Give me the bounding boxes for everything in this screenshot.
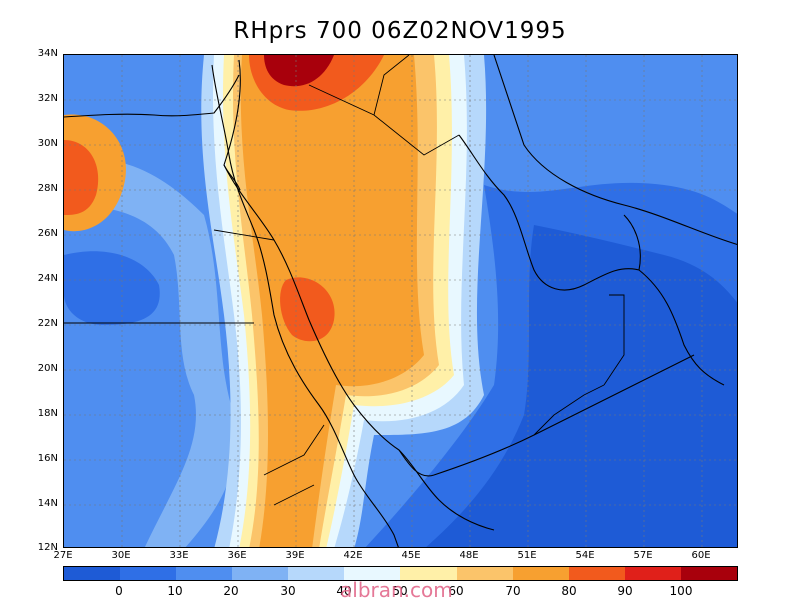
colorbar-tick-50: 50 xyxy=(392,584,408,598)
colorbar-tick-10: 10 xyxy=(167,584,183,598)
colorbar-tick-100: 100 xyxy=(669,584,693,598)
lon-label-27e: 27E xyxy=(53,550,73,561)
colorbar-segment-4 xyxy=(288,567,345,580)
lon-label-36e: 36E xyxy=(227,550,247,561)
colorbar-segment-5 xyxy=(344,567,401,580)
map-svg xyxy=(64,55,737,547)
lat-label-22n: 22N xyxy=(37,318,58,329)
colorbar-tick-70: 70 xyxy=(505,584,521,598)
lat-label-14n: 14N xyxy=(37,498,58,509)
colorbar-segment-9 xyxy=(568,567,625,580)
watermark-text: albran.com xyxy=(340,578,453,602)
humidity-map xyxy=(63,54,738,548)
field-left-10 xyxy=(64,251,160,325)
lon-label-51e: 51E xyxy=(517,550,537,561)
lat-label-18n: 18N xyxy=(37,408,58,419)
lon-label-60e: 60E xyxy=(691,550,711,561)
colorbar-tick-30: 30 xyxy=(280,584,296,598)
lat-label-20n: 20N xyxy=(37,363,58,374)
lon-label-30e: 30E xyxy=(111,550,131,561)
colorbar-segment-2 xyxy=(176,567,233,580)
lon-label-39e: 39E xyxy=(285,550,305,561)
coastlines xyxy=(64,55,737,547)
lat-label-16n: 16N xyxy=(37,453,58,464)
colorbar-segment-8 xyxy=(512,567,569,580)
colorbar-tick-60: 60 xyxy=(448,584,464,598)
lon-label-54e: 54E xyxy=(575,550,595,561)
colorbar-segment-0 xyxy=(64,567,121,580)
lon-label-45e: 45E xyxy=(401,550,421,561)
field-west-90 xyxy=(64,140,99,215)
map-title: RHprs 700 06Z02NOV1995 xyxy=(233,18,567,44)
colorbar-segment-3 xyxy=(232,567,289,580)
lon-label-33e: 33E xyxy=(169,550,189,561)
colorbar-tick-80: 80 xyxy=(561,584,577,598)
lon-label-48e: 48E xyxy=(459,550,479,561)
colorbar-tick-40: 40 xyxy=(336,584,352,598)
borders xyxy=(64,55,625,506)
field-east-0 xyxy=(426,225,737,547)
field-band-80 xyxy=(240,55,424,547)
colorbar-segment-1 xyxy=(120,567,177,580)
lat-label-34n: 34N xyxy=(37,48,58,59)
colorbar-tick-0: 0 xyxy=(115,584,123,598)
colorbar-segment-11 xyxy=(680,567,737,580)
lat-label-28n: 28N xyxy=(37,183,58,194)
lat-label-30n: 30N xyxy=(37,138,58,149)
colorbar xyxy=(63,566,738,581)
field-core-north-100 xyxy=(264,55,334,87)
colorbar-segment-7 xyxy=(456,567,513,580)
lat-label-24n: 24N xyxy=(37,273,58,284)
colorbar-tick-90: 90 xyxy=(617,584,633,598)
lat-label-32n: 32N xyxy=(37,93,58,104)
colorbar-segment-10 xyxy=(624,567,681,580)
colorbar-tick-20: 20 xyxy=(223,584,239,598)
lat-label-26n: 26N xyxy=(37,228,58,239)
lat-label-12n: 12N xyxy=(37,542,58,553)
lon-label-57e: 57E xyxy=(633,550,653,561)
lon-label-42e: 42E xyxy=(343,550,363,561)
colorbar-segment-6 xyxy=(400,567,457,580)
